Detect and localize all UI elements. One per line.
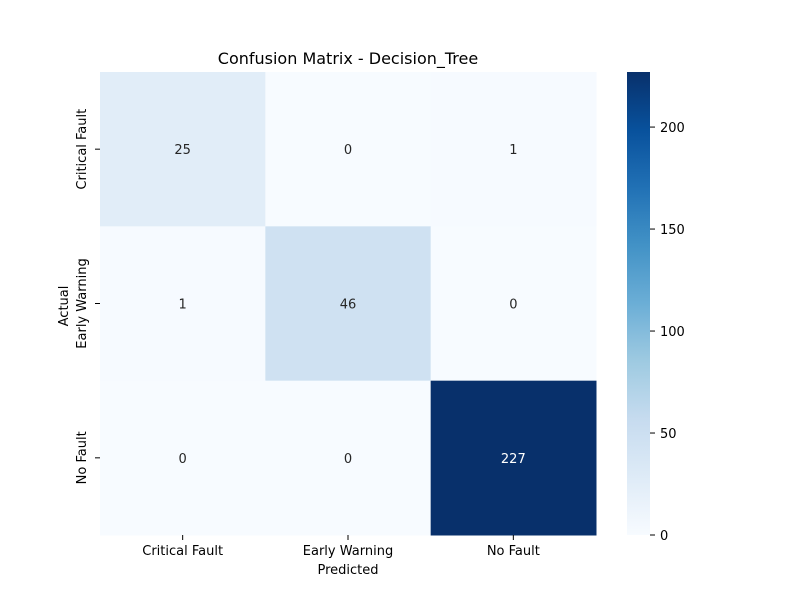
heatmap-cell <box>100 72 266 227</box>
colorbar-tick-label: 50 <box>660 427 677 442</box>
colorbar-tick-label: 150 <box>660 223 685 238</box>
colorbar <box>627 72 650 535</box>
heatmap-cell <box>430 72 597 227</box>
cell-value-label: 0 <box>344 143 352 158</box>
heatmap-cell <box>265 226 432 382</box>
y-axis-label: Actual <box>57 286 72 327</box>
colorbar-ticks: 0 50 100 150 200 <box>650 121 685 544</box>
heatmap-cell <box>100 380 266 536</box>
colorbar-tick-label: 200 <box>660 121 685 136</box>
x-tick-label: No Fault <box>487 544 540 559</box>
cell-value-label: 46 <box>340 298 357 313</box>
chart-title: Confusion Matrix - Decision_Tree <box>218 49 478 69</box>
y-tick-label: No Fault <box>75 431 90 484</box>
cell-value-label: 0 <box>344 452 352 467</box>
heatmap-cell <box>265 380 432 536</box>
x-axis-ticks: Critical Fault Early Warning No Fault <box>142 535 540 559</box>
heatmap-cells <box>100 72 597 536</box>
cell-value-label: 1 <box>509 143 517 158</box>
colorbar-tick-label: 0 <box>660 529 668 544</box>
heatmap-cell <box>100 226 266 382</box>
y-tick-label: Critical Fault <box>75 109 90 190</box>
cell-value-label: 0 <box>509 298 517 313</box>
y-tick-label: Early Warning <box>75 258 90 348</box>
heatmap-cell <box>430 380 597 536</box>
heatmap-cell-labels: 25 0 1 1 46 0 0 0 227 <box>174 143 525 467</box>
cell-value-label: 1 <box>179 298 187 313</box>
cell-value-label: 227 <box>501 452 526 467</box>
colorbar-tick-label: 100 <box>660 325 685 340</box>
x-tick-label: Critical Fault <box>142 544 223 559</box>
cell-value-label: 25 <box>174 143 191 158</box>
heatmap-cell <box>430 226 597 382</box>
y-axis-ticks: Critical Fault Early Warning No Fault <box>75 109 100 484</box>
heatmap-cell <box>265 72 432 227</box>
x-axis-label: Predicted <box>317 563 378 578</box>
x-tick-label: Early Warning <box>303 544 393 559</box>
cell-value-label: 0 <box>179 452 187 467</box>
